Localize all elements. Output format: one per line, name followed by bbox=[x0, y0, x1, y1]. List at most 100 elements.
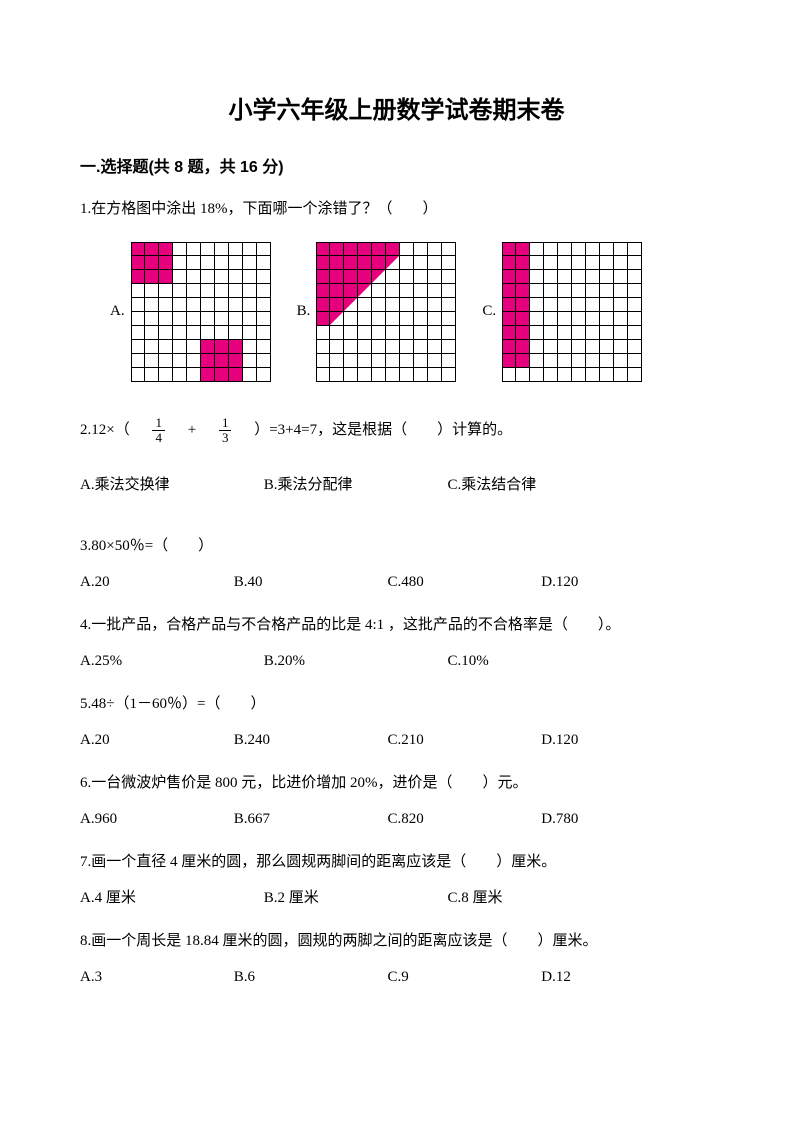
grid-cell bbox=[544, 312, 558, 326]
grid-cell bbox=[442, 326, 456, 340]
grid-cell bbox=[530, 298, 544, 312]
frac-den: 4 bbox=[152, 431, 165, 445]
grid-cell bbox=[372, 284, 386, 298]
grid-cell bbox=[187, 368, 201, 382]
q6-opt-c: C.820 bbox=[388, 805, 538, 834]
grid-cell bbox=[358, 326, 372, 340]
grid-cell bbox=[316, 284, 330, 298]
grid-cell bbox=[173, 298, 187, 312]
grid-cell bbox=[428, 242, 442, 256]
grid-cell bbox=[229, 368, 243, 382]
grid-cell bbox=[558, 270, 572, 284]
grid-cell bbox=[159, 298, 173, 312]
grid-cell bbox=[201, 340, 215, 354]
grid-c bbox=[502, 242, 642, 382]
grid-cell bbox=[502, 256, 516, 270]
q1-grids: A. B. C. bbox=[110, 242, 713, 382]
grid-cell bbox=[187, 326, 201, 340]
grid-cell bbox=[628, 326, 642, 340]
grid-cell bbox=[330, 270, 344, 284]
grid-cell bbox=[131, 256, 145, 270]
grid-cell bbox=[159, 270, 173, 284]
grid-cell bbox=[586, 284, 600, 298]
grid-cell bbox=[544, 326, 558, 340]
grid-cell bbox=[159, 284, 173, 298]
fraction-1-4: 1 4 bbox=[152, 416, 165, 446]
grid-cell bbox=[428, 368, 442, 382]
q2-pre: 2.12×（ bbox=[80, 422, 145, 438]
grid-cell bbox=[572, 368, 586, 382]
grid-cell bbox=[502, 242, 516, 256]
grid-cell bbox=[187, 270, 201, 284]
q2-post: ）=3+4=7，这是根据（ ）计算的。 bbox=[239, 422, 512, 438]
grid-cell bbox=[614, 340, 628, 354]
grid-cell bbox=[201, 298, 215, 312]
q3-opt-d: D.120 bbox=[541, 568, 691, 597]
grid-cell bbox=[442, 298, 456, 312]
grid-cell bbox=[516, 284, 530, 298]
grid-cell bbox=[386, 354, 400, 368]
grid-cell bbox=[243, 312, 257, 326]
grid-cell bbox=[131, 284, 145, 298]
grid-cell bbox=[428, 270, 442, 284]
section-heading: 一.选择题(共 8 题，共 16 分) bbox=[80, 153, 713, 177]
grid-cell bbox=[215, 312, 229, 326]
grid-cell bbox=[358, 256, 372, 270]
grid-cell bbox=[614, 284, 628, 298]
grid-a bbox=[131, 242, 271, 382]
grid-cell bbox=[572, 298, 586, 312]
grid-cell bbox=[442, 368, 456, 382]
grid-cell bbox=[215, 368, 229, 382]
q5-opt-c: C.210 bbox=[388, 726, 538, 755]
grid-cell bbox=[187, 256, 201, 270]
grid-cell bbox=[502, 312, 516, 326]
grid-cell bbox=[572, 284, 586, 298]
grid-cell bbox=[400, 368, 414, 382]
frac-num: 1 bbox=[219, 416, 232, 431]
grid-cell bbox=[243, 242, 257, 256]
grid-cell bbox=[558, 368, 572, 382]
grid-cell bbox=[257, 368, 271, 382]
grid-cell bbox=[544, 368, 558, 382]
grid-cell bbox=[400, 298, 414, 312]
grid-cell bbox=[145, 298, 159, 312]
q1-label-b: B. bbox=[297, 303, 311, 320]
grid-cell bbox=[386, 270, 400, 284]
question-5: 5.48÷（1－60％）=（ ） bbox=[80, 690, 713, 719]
grid-cell bbox=[516, 298, 530, 312]
grid-b bbox=[316, 242, 456, 382]
grid-cell bbox=[614, 242, 628, 256]
grid-cell bbox=[257, 312, 271, 326]
grid-cell bbox=[530, 284, 544, 298]
q8-opt-b: B.6 bbox=[234, 963, 384, 992]
q8-opt-a: A.3 bbox=[80, 963, 230, 992]
grid-cell bbox=[428, 256, 442, 270]
grid-cell bbox=[344, 284, 358, 298]
frac-den: 3 bbox=[219, 431, 232, 445]
grid-cell bbox=[572, 242, 586, 256]
grid-cell bbox=[159, 242, 173, 256]
grid-cell bbox=[131, 312, 145, 326]
grid-cell bbox=[572, 354, 586, 368]
grid-cell bbox=[358, 284, 372, 298]
q6-opt-b: B.667 bbox=[234, 805, 384, 834]
grid-cell bbox=[530, 242, 544, 256]
grid-cell bbox=[614, 298, 628, 312]
grid-cell bbox=[187, 312, 201, 326]
grid-cell bbox=[586, 326, 600, 340]
grid-cell bbox=[330, 312, 344, 326]
grid-cell bbox=[386, 256, 400, 270]
grid-cell bbox=[442, 354, 456, 368]
q2-opt-a: A.乘法交换律 bbox=[80, 471, 260, 500]
grid-cell bbox=[173, 354, 187, 368]
grid-cell bbox=[544, 298, 558, 312]
grid-cell bbox=[386, 242, 400, 256]
grid-cell bbox=[502, 368, 516, 382]
grid-cell bbox=[330, 354, 344, 368]
grid-cell bbox=[173, 368, 187, 382]
grid-cell bbox=[442, 340, 456, 354]
grid-cell bbox=[586, 312, 600, 326]
grid-cell bbox=[215, 270, 229, 284]
grid-cell bbox=[614, 326, 628, 340]
grid-cell bbox=[372, 368, 386, 382]
